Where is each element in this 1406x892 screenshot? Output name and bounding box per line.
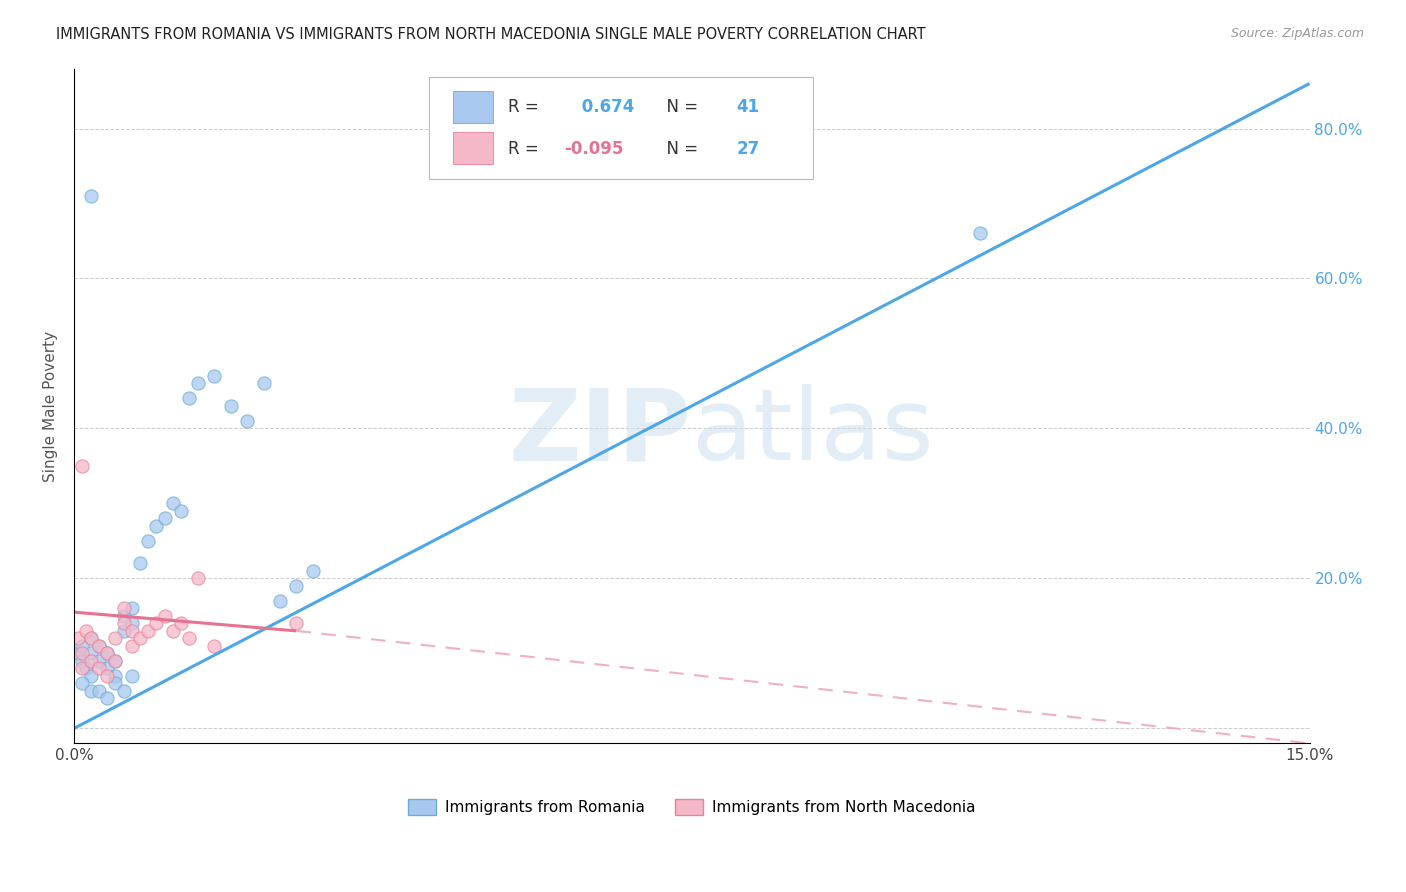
Point [67,632,90,646]
Point [153,608,176,623]
Point [72,661,94,675]
Point [87,684,110,698]
Point [170,504,193,518]
Point [162,624,184,638]
Point [219,399,242,413]
Point [236,414,259,428]
Point [87,661,110,675]
Point [121,624,143,638]
Point [112,601,135,615]
Text: N =: N = [657,97,703,116]
Point [302,564,325,578]
FancyBboxPatch shape [429,77,813,178]
Point [79,669,101,683]
Point [96,691,118,706]
Point [112,616,135,631]
Text: 41: 41 [737,97,759,116]
Point [187,571,209,585]
Point [129,632,152,646]
Point [136,624,159,638]
Point [104,654,127,668]
Point [96,661,118,675]
Legend: Immigrants from Romania, Immigrants from North Macedonia: Immigrants from Romania, Immigrants from… [401,791,983,822]
Point [202,639,225,653]
Text: IMMIGRANTS FROM ROMANIA VS IMMIGRANTS FROM NORTH MACEDONIA SINGLE MALE POVERTY C: IMMIGRANTS FROM ROMANIA VS IMMIGRANTS FR… [56,27,927,42]
Point [179,632,201,646]
Point [187,376,209,391]
Point [112,684,135,698]
Point [104,632,127,646]
Text: -0.095: -0.095 [565,139,624,158]
Point [112,624,135,638]
Point [72,639,94,653]
Point [75,661,97,675]
Point [104,654,127,668]
Point [87,639,110,653]
Point [72,676,94,690]
Text: N =: N = [657,139,703,158]
Point [145,519,167,533]
Point [285,616,308,631]
Point [145,616,167,631]
Point [252,376,274,391]
Point [72,646,94,660]
FancyBboxPatch shape [453,91,494,123]
Point [75,624,97,638]
Text: R =: R = [508,139,544,158]
Text: Source: ZipAtlas.com: Source: ZipAtlas.com [1230,27,1364,40]
Point [112,608,135,623]
Point [79,189,101,203]
Point [79,684,101,698]
Point [285,579,308,593]
Point [179,392,201,406]
Point [67,646,90,660]
Point [136,533,159,548]
Point [121,601,143,615]
Point [96,646,118,660]
Point [129,557,152,571]
Y-axis label: Single Male Poverty: Single Male Poverty [44,330,58,482]
Point [202,368,225,383]
Point [104,676,127,690]
Point [79,654,101,668]
Text: 27: 27 [737,139,759,158]
Point [170,616,193,631]
Point [96,646,118,660]
Point [104,669,127,683]
Point [121,669,143,683]
Point [79,646,101,660]
Text: ZIP: ZIP [509,384,692,482]
Point [87,639,110,653]
Point [96,669,118,683]
Point [269,594,291,608]
Point [162,496,184,510]
Text: 0.674: 0.674 [575,97,634,116]
Point [121,616,143,631]
Point [79,632,101,646]
Point [87,654,110,668]
Point [72,654,94,668]
Point [969,227,991,241]
Text: atlas: atlas [692,384,934,482]
Point [72,458,94,473]
Text: R =: R = [508,97,544,116]
Point [79,632,101,646]
FancyBboxPatch shape [453,132,494,164]
Point [153,511,176,525]
Point [121,639,143,653]
